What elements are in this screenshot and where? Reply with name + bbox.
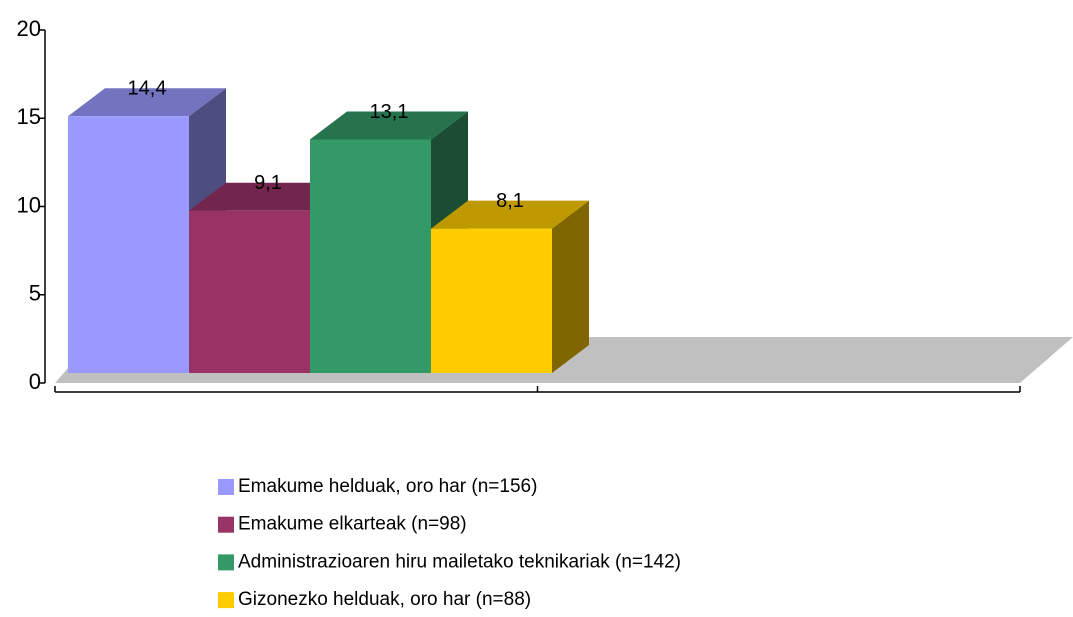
value-label: 8,1: [496, 190, 524, 212]
legend-label: Emakume elkarteak (n=98): [238, 514, 467, 535]
legend-label: Gizonezko helduak, oro har (n=88): [238, 589, 531, 610]
value-label: 9,1: [254, 172, 282, 194]
value-label: 13,1: [370, 101, 409, 123]
bar-front: [310, 139, 431, 373]
y-tick-label: 5: [29, 281, 41, 306]
value-label: 14,4: [128, 78, 167, 100]
bar-front: [431, 228, 552, 373]
bar-front: [189, 210, 310, 373]
y-tick-label: 20: [17, 16, 41, 41]
bar-top: [189, 182, 347, 211]
bar-top: [310, 111, 468, 140]
y-tick-label: 0: [29, 369, 41, 394]
legend-swatch: [218, 554, 234, 571]
y-tick-label: 15: [17, 104, 41, 129]
legend-label: Administrazioaren hiru mailetako teknika…: [238, 551, 681, 572]
y-tick-label: 10: [17, 192, 41, 217]
legend-label: Emakume helduak, oro har (n=156): [238, 476, 537, 497]
legend-swatch: [218, 479, 234, 495]
bar-side: [552, 200, 589, 373]
bar-front: [68, 116, 189, 373]
legend-swatch: [218, 516, 234, 533]
bar-top: [431, 200, 589, 229]
legend-swatch: [218, 592, 234, 609]
bar-top: [68, 88, 226, 117]
bar: [431, 200, 589, 373]
